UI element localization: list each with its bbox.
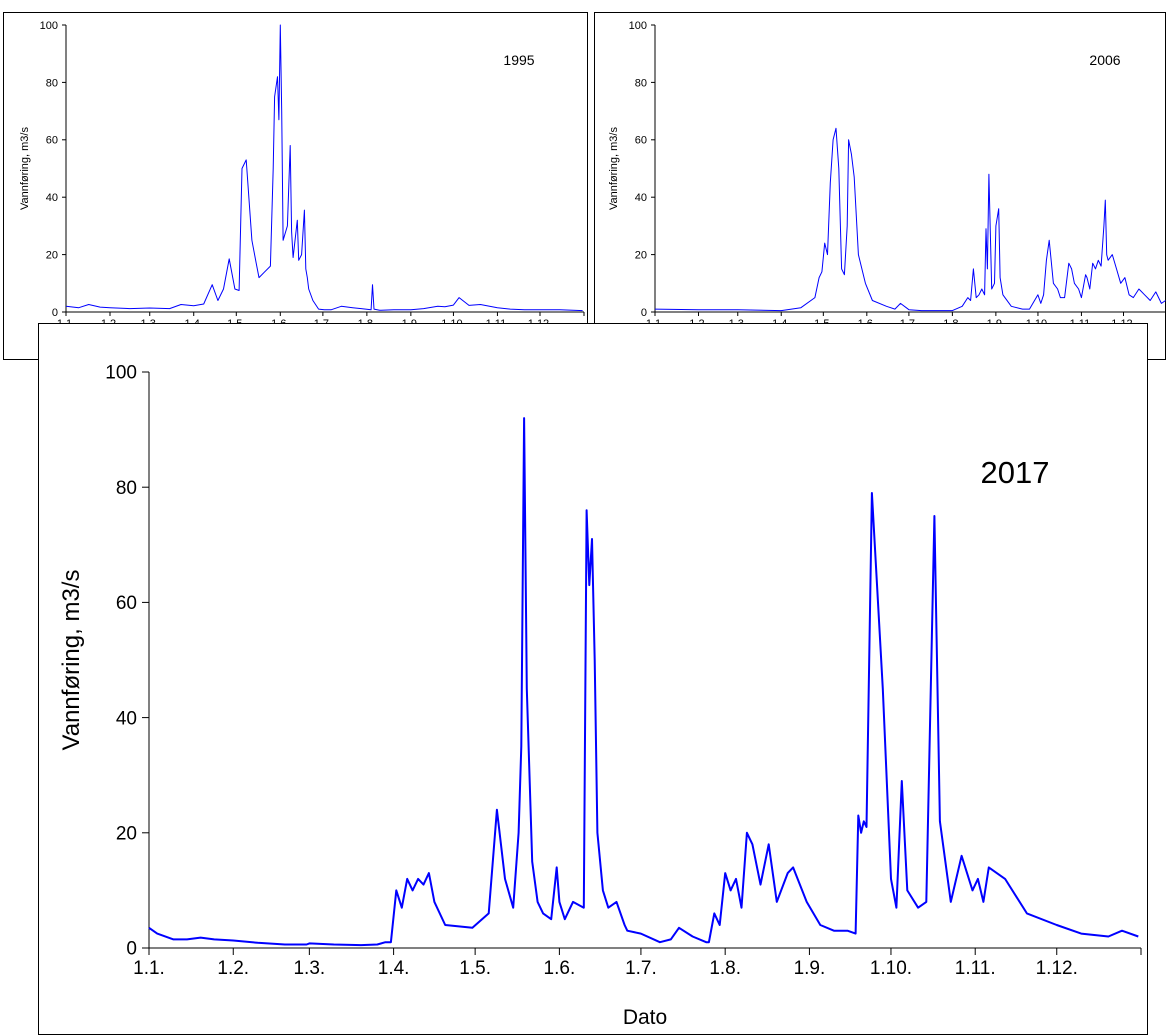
y-tick-label: 100 bbox=[40, 20, 58, 32]
chart-2006: 0204060801001.1.1.2.1.3.1.4.1.5.1.6.1.7.… bbox=[608, 20, 1166, 352]
x-tick-label: 1.1. bbox=[133, 958, 165, 979]
chart-panel-2017: 0 20 40 60 80 100 1.1. 1.2. 1.3. 1.4. 1.5. 1.6. 1.7.… bbox=[38, 323, 1148, 1035]
y-tick-label: 60 bbox=[116, 593, 137, 614]
y-tick-label: 20 bbox=[635, 249, 647, 261]
x-tick-label: 1.10. bbox=[870, 958, 912, 979]
y-axis-title: Vannføring, m3/s bbox=[608, 127, 620, 210]
x-tick-label: 1.9. bbox=[794, 958, 826, 979]
y-tick-label: 60 bbox=[46, 135, 58, 147]
x-tick-label: 1.11. bbox=[955, 958, 996, 979]
x-tick-label: 1.2. bbox=[217, 958, 249, 979]
series-line-discharge bbox=[65, 24, 583, 312]
x-tick-label: 1.8. bbox=[709, 958, 741, 979]
x-tick-label: 1.12. bbox=[1036, 958, 1078, 979]
chart-year-label: 1995 bbox=[503, 52, 534, 68]
y-tick-label: 40 bbox=[46, 192, 58, 204]
x-tick-label: 1.7. bbox=[625, 958, 657, 979]
y-tick-label: 100 bbox=[105, 363, 137, 384]
series-line-discharge bbox=[654, 127, 1166, 312]
y-tick-label: 20 bbox=[116, 823, 137, 844]
y-tick-label: 100 bbox=[629, 20, 647, 32]
y-tick-label: 0 bbox=[641, 307, 647, 319]
y-tick-label: 20 bbox=[46, 249, 58, 261]
chart-year-label: 2017 bbox=[981, 455, 1050, 490]
chart-2017: 0 20 40 60 80 100 1.1. 1.2. 1.3. 1.4. 1.5. 1.6. 1.7.… bbox=[58, 363, 1142, 1029]
y-axis-title: Vannføring, m3/s bbox=[19, 127, 31, 210]
x-tick-label: 1.3. bbox=[293, 958, 325, 979]
y-tick-label: 60 bbox=[635, 135, 647, 147]
y-axis-title: Vannføring, m3/s bbox=[58, 570, 85, 751]
y-tick-label: 80 bbox=[46, 77, 58, 89]
x-tick-label: 1.4. bbox=[378, 958, 410, 979]
chart-1995: 0204060801001.1.1.2.1.3.1.4.1.5.1.6.1.7.… bbox=[19, 20, 585, 352]
series-line-discharge bbox=[148, 417, 1139, 947]
y-tick-label: 80 bbox=[635, 77, 647, 89]
y-tick-label: 40 bbox=[635, 192, 647, 204]
x-axis-title: Dato bbox=[623, 1006, 667, 1029]
y-tick-label: 0 bbox=[126, 939, 137, 960]
chart-panel-2006: 0204060801001.1.1.2.1.3.1.4.1.5.1.6.1.7.… bbox=[594, 12, 1166, 360]
x-tick-label: 1.6. bbox=[544, 958, 576, 979]
x-tick-label: 1.5. bbox=[459, 958, 491, 979]
y-tick-label: 0 bbox=[52, 307, 58, 319]
y-tick-label: 40 bbox=[116, 708, 137, 729]
y-tick-label: 80 bbox=[116, 478, 137, 499]
chart-panel-1995: 0204060801001.1.1.2.1.3.1.4.1.5.1.6.1.7.… bbox=[3, 12, 588, 360]
chart-year-label: 2006 bbox=[1089, 52, 1120, 68]
